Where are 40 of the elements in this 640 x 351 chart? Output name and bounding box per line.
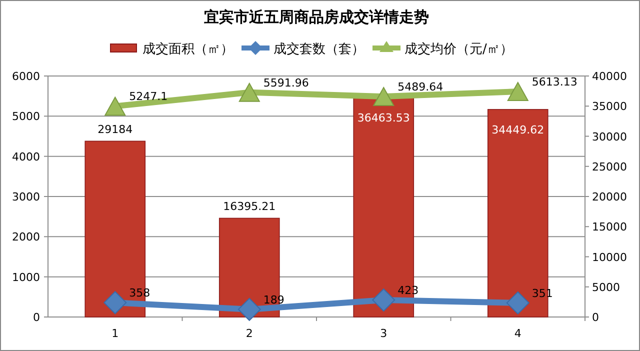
y2-tick-label: 25000	[592, 160, 627, 174]
data-label: 5613.13	[532, 76, 578, 89]
y-tick-label: 2000	[12, 230, 40, 244]
legend-label: 成交均价（元/㎡）	[404, 41, 513, 57]
data-label: 5591.96	[263, 76, 309, 90]
y2-tick-label: 15000	[592, 220, 627, 234]
y-tick-label: 3000	[12, 190, 40, 204]
point	[238, 82, 260, 102]
point	[373, 87, 394, 106]
y2-tick-label: 0	[592, 311, 599, 324]
data-label: 16395.21	[223, 200, 276, 214]
chart-title: 宜宾市近五周商品房成交详情走势	[204, 8, 429, 26]
y-tick-label: 0	[33, 311, 40, 324]
point	[238, 298, 261, 321]
data-label: 5489.64	[398, 80, 444, 94]
data-label: 29184	[98, 123, 133, 136]
x-tick-label: 3	[380, 327, 388, 340]
y-tick-label: 6000	[12, 70, 40, 83]
y2-tick-label: 40000	[592, 70, 627, 83]
data-label: 34449.62	[492, 123, 544, 136]
y2-tick-label: 5000	[592, 280, 620, 294]
point	[104, 96, 126, 116]
y-tick-label: 4000	[12, 150, 40, 164]
y2-tick-label: 20000	[592, 190, 627, 204]
point	[372, 288, 396, 312]
x-tick-label: 4	[514, 327, 522, 340]
x-tick-label: 1	[112, 327, 119, 340]
data-label: 5247.1	[129, 90, 168, 104]
y2-tick-label: 30000	[592, 130, 627, 144]
legend-label: 成交套数（套）	[274, 41, 364, 57]
y2-tick-label: 35000	[592, 100, 627, 114]
y2-tick-label: 10000	[592, 250, 627, 264]
legend-label: 成交面积（㎡）	[142, 41, 234, 57]
y-tick-label: 1000	[12, 270, 40, 284]
point	[104, 291, 127, 314]
point	[507, 82, 528, 102]
data-label: 36463.53	[357, 111, 410, 124]
y-tick-label: 5000	[12, 110, 40, 124]
point	[506, 291, 530, 314]
x-tick-label: 2	[246, 327, 253, 340]
